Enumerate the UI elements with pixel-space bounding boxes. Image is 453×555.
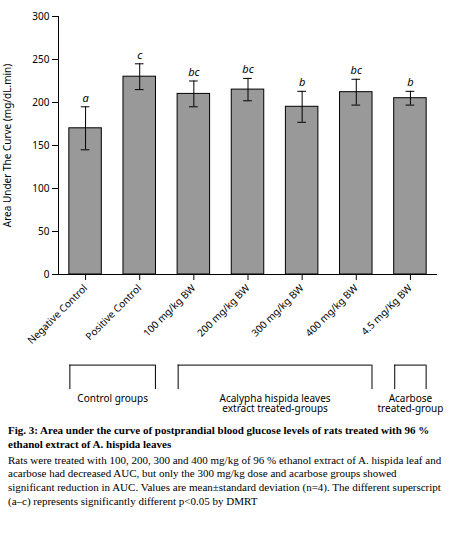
svg-text:100 mg/kg BW: 100 mg/kg BW (140, 280, 199, 339)
svg-text:50: 50 (38, 224, 50, 238)
svg-text:c: c (137, 47, 143, 62)
svg-text:bc: bc (188, 64, 200, 79)
svg-text:a: a (82, 90, 89, 105)
svg-text:200: 200 (32, 95, 49, 109)
svg-text:bc: bc (351, 62, 363, 77)
svg-text:Negative Control: Negative Control (24, 281, 90, 347)
svg-text:b: b (299, 74, 305, 89)
svg-text:150: 150 (32, 138, 49, 152)
html-text:Fig. 3: Area under the curve o: Fig. 3: Area under the curve of postpran… (8, 424, 430, 450)
svg-text:4.5 mg/Kg BW: 4.5 mg/Kg BW (358, 280, 416, 338)
svg-text:300: 300 (32, 9, 49, 23)
svg-text:Area Under The Curve (mg/dL.mi: Area Under The Curve (mg/dL.min) (0, 64, 14, 228)
svg-text:200 mg/kg BW: 200 mg/kg BW (194, 280, 253, 339)
svg-text:Positive Control: Positive Control (82, 281, 144, 343)
svg-text:400 mg/kg BW: 400 mg/kg BW (302, 280, 361, 339)
svg-text:0: 0 (44, 267, 50, 281)
svg-text:Control groups: Control groups (77, 391, 148, 405)
svg-text:250: 250 (32, 52, 49, 66)
svg-text:300 mg/kg BW: 300 mg/kg BW (248, 280, 307, 339)
html-text:Rats were treated with 100, 20: Rats were treated with 100, 200, 300 and… (8, 453, 442, 507)
svg-text:100: 100 (32, 181, 49, 195)
svg-text:bc: bc (242, 61, 254, 76)
svg-text:Acarbosetreated-group: Acarbosetreated-group (377, 391, 443, 415)
svg-text:b: b (407, 74, 413, 89)
svg-text:Acalypha hispida leavesextract: Acalypha hispida leavesextract treated-g… (220, 391, 331, 415)
